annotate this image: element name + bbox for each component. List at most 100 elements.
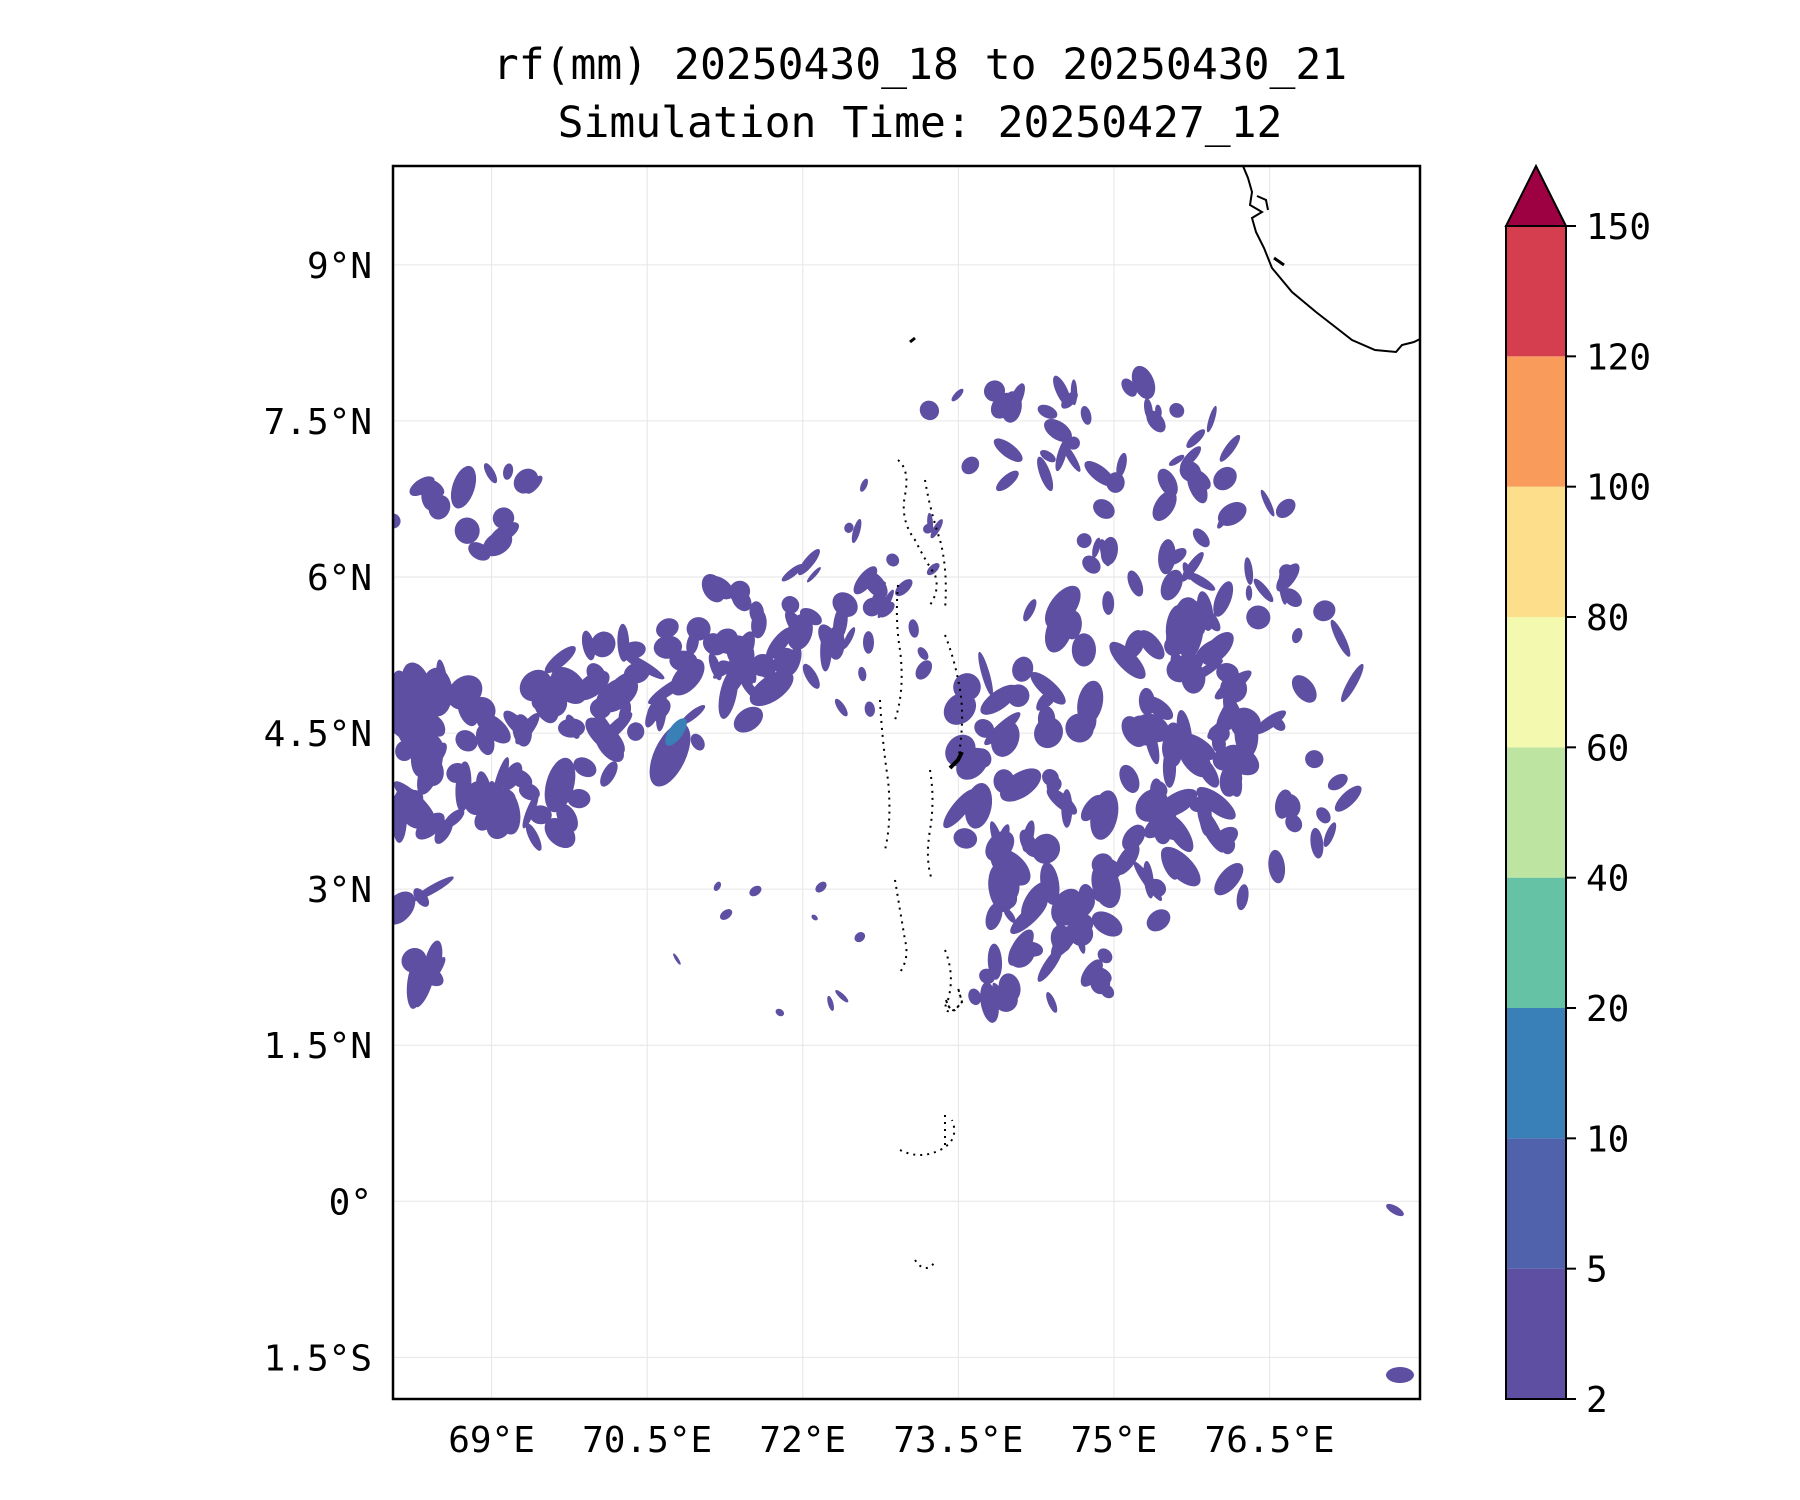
rain-cell	[565, 714, 580, 739]
colorbar-tick-label: 10	[1586, 1119, 1629, 1160]
rain-cell	[945, 734, 976, 767]
rain-cell	[493, 787, 521, 835]
rain-cell	[877, 589, 894, 619]
rain-cell	[983, 380, 1006, 402]
rain-cell	[835, 990, 849, 1003]
rain-cell	[670, 658, 705, 696]
colorbar-tick-label: 5	[1586, 1250, 1608, 1291]
rain-cell	[525, 823, 542, 851]
rain-cell	[502, 762, 523, 790]
rain-cell	[718, 660, 754, 685]
rain-cell	[1323, 822, 1337, 847]
rain-cell	[1078, 699, 1097, 733]
rain-cell	[1008, 383, 1025, 413]
rain-cell	[1031, 833, 1061, 864]
rain-cell	[758, 657, 777, 679]
rain-cell	[1233, 707, 1261, 733]
rain-cell	[544, 646, 576, 674]
rain-cell	[980, 982, 999, 1023]
colorbar-segment	[1506, 1008, 1566, 1139]
rain-cell	[544, 757, 576, 813]
rain-cell	[781, 596, 800, 614]
rain-cell	[621, 652, 665, 680]
rain-cell	[1170, 652, 1182, 670]
rain-cell	[1214, 670, 1252, 700]
rain-cell	[454, 475, 471, 496]
rain-cell	[1341, 663, 1364, 703]
rain-cell	[1046, 787, 1078, 815]
colorbar-segment	[1506, 747, 1566, 878]
rain-cell	[961, 456, 980, 475]
rain-cell	[556, 803, 578, 832]
rain-cell	[1080, 959, 1103, 987]
rain-cell	[751, 610, 767, 639]
colorbar-segment	[1506, 1268, 1566, 1399]
rain-cell	[974, 748, 992, 768]
rain-cell	[1246, 605, 1271, 630]
rain-cell	[1157, 468, 1178, 497]
colorbar-segment	[1506, 617, 1566, 748]
rain-cell	[827, 995, 834, 1011]
rain-cell	[1214, 863, 1244, 896]
rain-cell	[1213, 581, 1234, 617]
rain-cell	[859, 478, 869, 492]
rain-cell	[1182, 562, 1192, 580]
rain-cell	[1036, 692, 1050, 711]
rain-cell	[974, 719, 995, 738]
rain-cell	[443, 809, 465, 828]
rain-cell	[842, 627, 856, 650]
rain-cell	[951, 388, 964, 402]
rain-cell	[917, 647, 929, 660]
rain-cell	[1310, 827, 1324, 859]
rain-cell	[413, 888, 430, 907]
rain-cell	[1131, 365, 1156, 400]
rain-cell	[1236, 884, 1249, 911]
rain-cell	[512, 714, 532, 747]
rain-cell	[585, 717, 625, 756]
rain-cell	[844, 522, 854, 533]
rain-cell	[681, 705, 706, 725]
rain-cell	[1144, 398, 1153, 420]
rain-cell	[656, 618, 679, 639]
rain-cell	[483, 463, 498, 484]
rain-cell	[1000, 768, 1042, 802]
rain-cell	[1279, 564, 1296, 581]
rain-cell	[1285, 814, 1303, 833]
rain-cell	[491, 757, 510, 805]
rain-cell	[993, 438, 1023, 462]
rain-cell	[728, 580, 751, 603]
rain-cell	[1091, 862, 1121, 908]
rain-cell	[1260, 489, 1275, 517]
rain-cell	[1023, 599, 1037, 622]
rain-cell	[1021, 882, 1049, 921]
rainfall-contours	[393, 365, 1414, 1383]
rain-cell	[393, 513, 401, 529]
y-tick-label: 1.5°S	[264, 1338, 372, 1379]
rain-cell	[649, 723, 691, 787]
rain-cell	[1122, 824, 1146, 851]
rain-cell	[749, 670, 794, 707]
rain-cell	[1037, 719, 1054, 736]
x-tick-label: 70.5°E	[582, 1420, 712, 1461]
rain-cell	[718, 669, 739, 719]
rain-cell	[1167, 547, 1187, 565]
rain-cell	[781, 563, 804, 582]
rain-cell	[1021, 941, 1044, 957]
rain-cell	[1080, 406, 1092, 425]
rain-cell	[690, 733, 705, 751]
rain-cell	[1152, 490, 1177, 521]
rain-cell	[773, 647, 798, 677]
rain-cell	[806, 567, 821, 583]
rain-cell	[393, 891, 416, 925]
colorbar-tick-label: 150	[1586, 207, 1651, 248]
rain-cell	[1334, 785, 1362, 812]
rain-cell	[1169, 403, 1185, 418]
india-coastline	[1242, 166, 1420, 354]
rain-cell	[1071, 633, 1096, 667]
rain-cell	[1219, 434, 1241, 462]
rain-cell	[749, 885, 762, 897]
rain-cell	[964, 782, 993, 829]
rain-cell	[765, 627, 793, 660]
rain-cell	[827, 626, 845, 660]
rain-cell	[1269, 715, 1286, 731]
